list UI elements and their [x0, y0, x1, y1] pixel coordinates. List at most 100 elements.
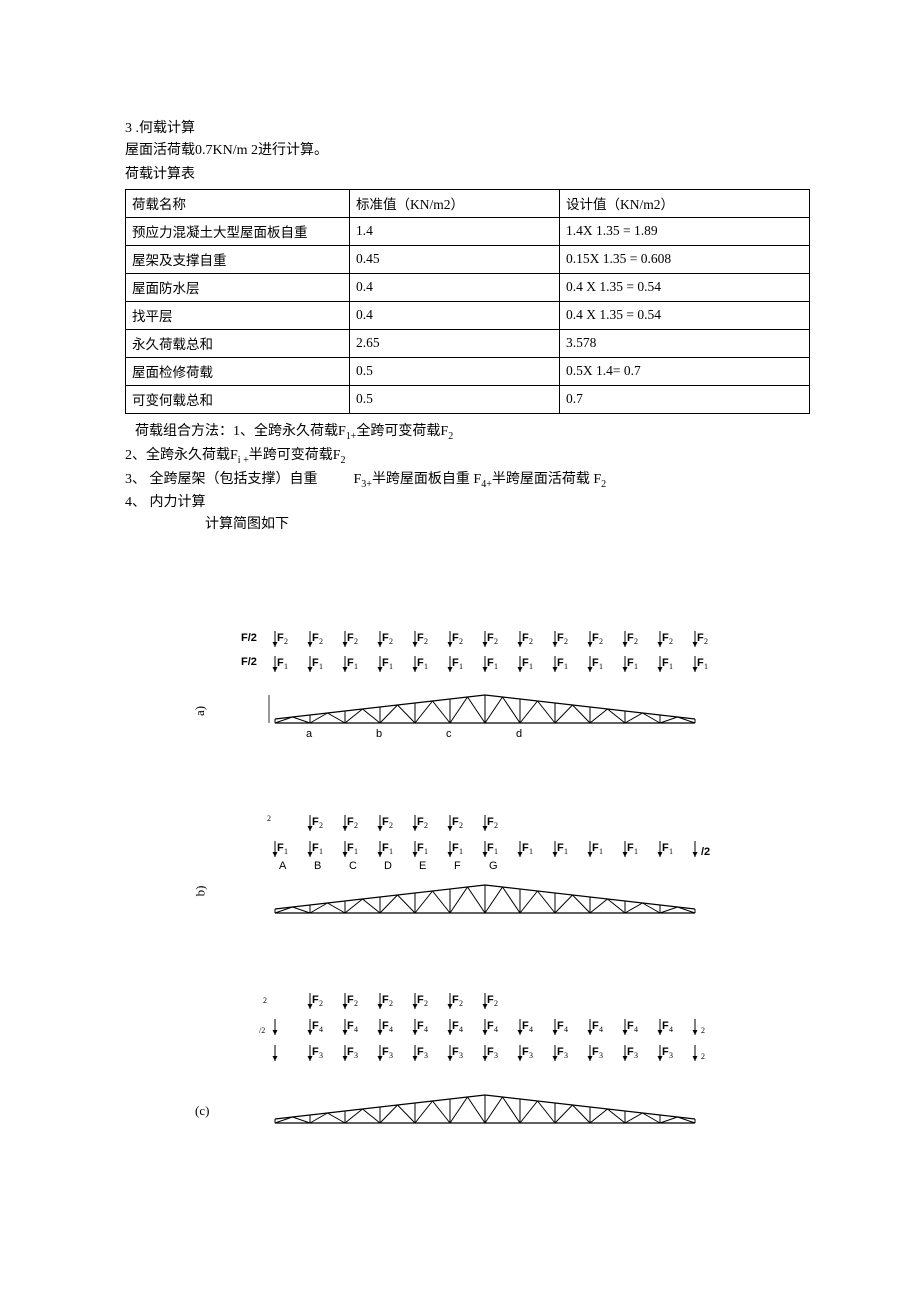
combo-line-3: 3、 全跨屋架（包括支撑）自重F3+半跨屋面板自重 F4+半跨屋面活荷载 F2 [125, 468, 810, 490]
svg-text:F/2: F/2 [241, 656, 257, 668]
svg-text:F: F [697, 657, 704, 669]
svg-text:F: F [522, 1020, 529, 1032]
line-live-load: 屋面活荷载0.7KN/m 2进行计算。 [125, 139, 810, 159]
svg-text:1: 1 [599, 847, 603, 856]
svg-text:2: 2 [494, 999, 498, 1008]
svg-text:F: F [382, 816, 389, 828]
svg-text:F: F [662, 1046, 669, 1058]
svg-text:4: 4 [494, 1025, 498, 1034]
svg-text:F: F [592, 657, 599, 669]
svg-text:F: F [382, 994, 389, 1006]
svg-text:F: F [662, 632, 669, 644]
svg-text:2: 2 [319, 821, 323, 830]
svg-text:F: F [627, 632, 634, 644]
svg-text:1: 1 [354, 662, 358, 671]
svg-text:3: 3 [669, 1051, 673, 1060]
svg-text:F: F [487, 1046, 494, 1058]
svg-text:F: F [417, 632, 424, 644]
svg-text:F: F [417, 842, 424, 854]
svg-text:3: 3 [599, 1051, 603, 1060]
svg-text:F: F [662, 1020, 669, 1032]
svg-text:F: F [382, 657, 389, 669]
svg-text:F: F [487, 816, 494, 828]
svg-text:b: b [376, 728, 382, 740]
svg-text:1: 1 [669, 847, 673, 856]
svg-text:1: 1 [704, 662, 708, 671]
svg-text:2: 2 [319, 999, 323, 1008]
svg-text:1: 1 [459, 847, 463, 856]
svg-text:1: 1 [669, 662, 673, 671]
svg-text:F: F [557, 1046, 564, 1058]
svg-text:1: 1 [529, 662, 533, 671]
svg-text:2: 2 [701, 1026, 705, 1035]
svg-text:F: F [347, 816, 354, 828]
svg-text:F: F [347, 842, 354, 854]
svg-text:F: F [557, 632, 564, 644]
svg-text:1: 1 [424, 662, 428, 671]
svg-text:F: F [277, 632, 284, 644]
svg-text:F: F [452, 1020, 459, 1032]
svg-text:2: 2 [459, 637, 463, 646]
svg-text:c: c [446, 728, 452, 740]
svg-text:2: 2 [354, 637, 358, 646]
svg-text:3: 3 [634, 1051, 638, 1060]
svg-text:F: F [382, 1020, 389, 1032]
svg-text:F/2: F/2 [241, 632, 257, 644]
diagram-c: (c) F2F2F2F2F2F2F4F4F4F4F4F4F4F4F4F4F4F3… [225, 973, 810, 1143]
svg-text:F: F [487, 657, 494, 669]
svg-text:1: 1 [634, 662, 638, 671]
svg-text:F: F [382, 842, 389, 854]
svg-text:F: F [627, 1046, 634, 1058]
svg-text:G: G [489, 860, 498, 872]
svg-text:d: d [516, 728, 522, 740]
svg-text:1: 1 [564, 847, 568, 856]
svg-text:1: 1 [494, 662, 498, 671]
svg-text:F: F [417, 1020, 424, 1032]
section-heading: 3 .何载计算 [125, 117, 810, 137]
svg-text:F: F [417, 1046, 424, 1058]
svg-text:a: a [306, 728, 313, 740]
svg-text:F: F [454, 860, 461, 872]
svg-text:1: 1 [494, 847, 498, 856]
svg-text:F: F [312, 1020, 319, 1032]
svg-text:F: F [277, 657, 284, 669]
svg-text:4: 4 [459, 1025, 463, 1034]
svg-text:4: 4 [529, 1025, 533, 1034]
svg-text:F: F [312, 816, 319, 828]
svg-text:3: 3 [459, 1051, 463, 1060]
svg-text:2: 2 [389, 637, 393, 646]
svg-text:F: F [697, 632, 704, 644]
svg-text:F: F [452, 816, 459, 828]
svg-text:3: 3 [494, 1051, 498, 1060]
svg-text:2: 2 [564, 637, 568, 646]
svg-text:3: 3 [354, 1051, 358, 1060]
svg-text:4: 4 [564, 1025, 568, 1034]
svg-text:/2: /2 [259, 1026, 265, 1035]
svg-text:4: 4 [354, 1025, 358, 1034]
svg-text:2: 2 [459, 821, 463, 830]
svg-text:2: 2 [424, 821, 428, 830]
svg-text:2: 2 [529, 637, 533, 646]
svg-text:1: 1 [424, 847, 428, 856]
svg-text:F: F [592, 1020, 599, 1032]
svg-text:F: F [557, 842, 564, 854]
svg-text:F: F [347, 1046, 354, 1058]
svg-text:F: F [347, 1020, 354, 1032]
svg-text:3: 3 [389, 1051, 393, 1060]
svg-text:3: 3 [529, 1051, 533, 1060]
svg-text:F: F [452, 657, 459, 669]
svg-text:F: F [382, 632, 389, 644]
combo-line-1: 荷载组合方法：1、全跨永久荷载F1+全跨可变荷载F2 [125, 420, 810, 442]
svg-text:4: 4 [634, 1025, 638, 1034]
combo-line-2: 2、全跨永久荷载Fi +半跨可变荷载F2 [125, 444, 810, 466]
svg-text:F: F [627, 1020, 634, 1032]
table-title: 荷载计算表 [125, 163, 810, 183]
svg-text:C: C [349, 860, 357, 872]
svg-text:2: 2 [424, 999, 428, 1008]
svg-text:2: 2 [459, 999, 463, 1008]
svg-text:2: 2 [267, 814, 271, 823]
svg-text:F: F [487, 632, 494, 644]
load-table: 荷载名称标准值（KN/m2）设计值（KN/m2）预应力混凝土大型屋面板自重1.4… [125, 189, 810, 414]
svg-text:/2: /2 [701, 846, 710, 858]
svg-text:B: B [314, 860, 321, 872]
